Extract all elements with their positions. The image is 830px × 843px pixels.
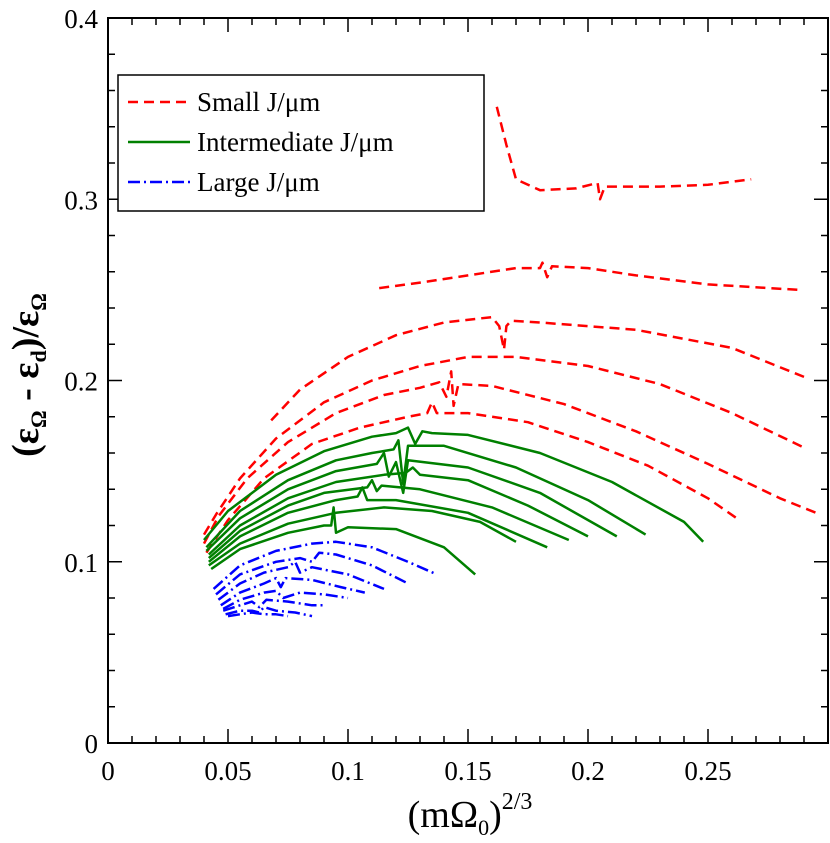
x-axis-title: (mΩ0)2/3 [408, 789, 533, 840]
y-tick-label: 0.2 [64, 367, 98, 397]
series-line-intermediate-6 [208, 486, 548, 563]
y-tick-label: 0.4 [64, 4, 98, 34]
y-axis-title: (εΩ - εd)/εΩ [5, 293, 51, 457]
series-line-intermediate-1 [203, 426, 705, 543]
y-tick-label: 0 [85, 729, 99, 759]
series-line-large-4 [220, 576, 366, 607]
series-line-large-2 [215, 551, 409, 596]
legend-label-intermediate: Intermediate J/μm [197, 127, 394, 157]
y-tick-label: 0.3 [64, 185, 98, 215]
ticks-layer [107, 17, 828, 744]
legend-label-large: Large J/μm [197, 167, 320, 197]
series-line-intermediate-7 [208, 506, 517, 567]
series-line-large-6 [222, 598, 327, 612]
series-line-intermediate-8 [210, 506, 477, 576]
series-line-small-1 [495, 106, 752, 201]
y-tick-labels: 0 0.1 0.2 0.3 0.4 [64, 4, 98, 759]
series-line-large-8 [227, 611, 289, 618]
x-tick-label: 0.1 [331, 756, 365, 786]
series-line-small-5 [202, 370, 817, 545]
series-line-small-6 [205, 401, 738, 554]
legend: Small J/μm Intermediate J/μm Large J/μm [117, 74, 485, 212]
plot-frame [107, 17, 829, 744]
x-tick-labels: 0 0.05 0.1 0.15 0.2 0.25 [101, 756, 731, 786]
legend-label-small: Small J/μm [197, 87, 320, 117]
series-line-intermediate-2 [205, 439, 647, 549]
series-line-large-1 [212, 540, 438, 590]
y-tick-label: 0.1 [64, 548, 98, 578]
series-layer [202, 106, 817, 618]
series-line-large-5 [222, 589, 349, 610]
x-tick-label: 0.05 [204, 756, 251, 786]
x-tick-label: 0.25 [684, 756, 731, 786]
x-tick-label: 0.2 [571, 756, 605, 786]
series-line-intermediate-5 [207, 478, 570, 560]
series-line-intermediate-4 [207, 466, 589, 556]
series-line-small-4 [202, 355, 805, 536]
series-line-small-3 [270, 315, 805, 422]
series-line-intermediate-3 [205, 451, 618, 552]
series-line-small-2 [379, 261, 800, 292]
x-tick-label: 0.15 [444, 756, 491, 786]
x-tick-label: 0 [101, 756, 115, 786]
series-line-large-7 [225, 605, 313, 618]
series-line-large-3 [217, 560, 385, 601]
